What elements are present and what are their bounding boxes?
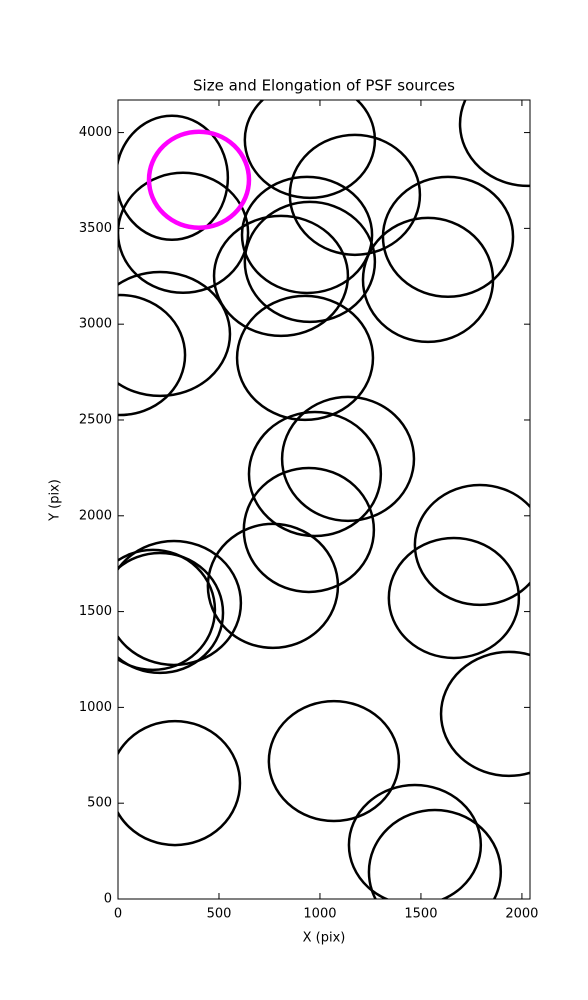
psf-ellipse <box>235 294 375 422</box>
y-tick-label: 2500 <box>79 412 112 427</box>
psf-ellipse <box>387 536 521 660</box>
plot-frame <box>117 99 531 900</box>
y-tick-label: 0 <box>104 892 112 907</box>
psf-ellipse <box>347 783 483 899</box>
y-tick-label: 1500 <box>79 604 112 619</box>
y-axis-label: Y (pix) <box>48 479 63 522</box>
y-tick-label: 2000 <box>79 508 112 523</box>
psf-ellipse <box>243 100 377 200</box>
psf-ellipse <box>146 129 252 230</box>
plot-area <box>118 100 530 899</box>
psf-ellipse <box>361 216 495 344</box>
psf-ellipse <box>212 214 350 338</box>
psf-ellipse <box>118 171 250 294</box>
psf-ellipse <box>288 133 422 257</box>
psf-ellipse <box>118 270 232 398</box>
psf-ellipse <box>206 522 340 650</box>
psf-ellipse <box>118 539 243 667</box>
y-tick-label: 500 <box>87 796 112 811</box>
psf-ellipse <box>118 548 217 672</box>
chart-title: Size and Elongation of PSF sources <box>193 77 455 95</box>
x-tick-label: 500 <box>207 907 232 922</box>
psf-ellipse <box>242 466 376 594</box>
y-tick-label: 3500 <box>79 221 112 236</box>
psf-ellipse <box>118 551 225 675</box>
psf-ellipse <box>413 483 530 607</box>
psf-ellipse <box>247 410 383 538</box>
psf-ellipse <box>367 808 503 899</box>
x-tick-label: 2000 <box>505 907 538 922</box>
x-tick-label: 1500 <box>404 907 437 922</box>
psf-ellipse <box>280 395 416 523</box>
y-tick-label: 4000 <box>79 125 112 140</box>
psf-ellipse <box>458 100 530 188</box>
psf-ellipse <box>118 293 187 417</box>
psf-ellipse <box>439 650 530 778</box>
x-tick-label: 0 <box>114 907 122 922</box>
x-axis-label: X (pix) <box>303 931 346 946</box>
y-tick-label: 1000 <box>79 700 112 715</box>
psf-ellipse <box>243 200 377 324</box>
psf-ellipse <box>118 719 242 847</box>
psf-ellipse <box>240 175 374 295</box>
y-tick-label: 3000 <box>79 317 112 332</box>
x-tick-label: 1000 <box>303 907 336 922</box>
psf-ellipse <box>118 114 230 242</box>
psf-ellipse <box>267 699 401 823</box>
